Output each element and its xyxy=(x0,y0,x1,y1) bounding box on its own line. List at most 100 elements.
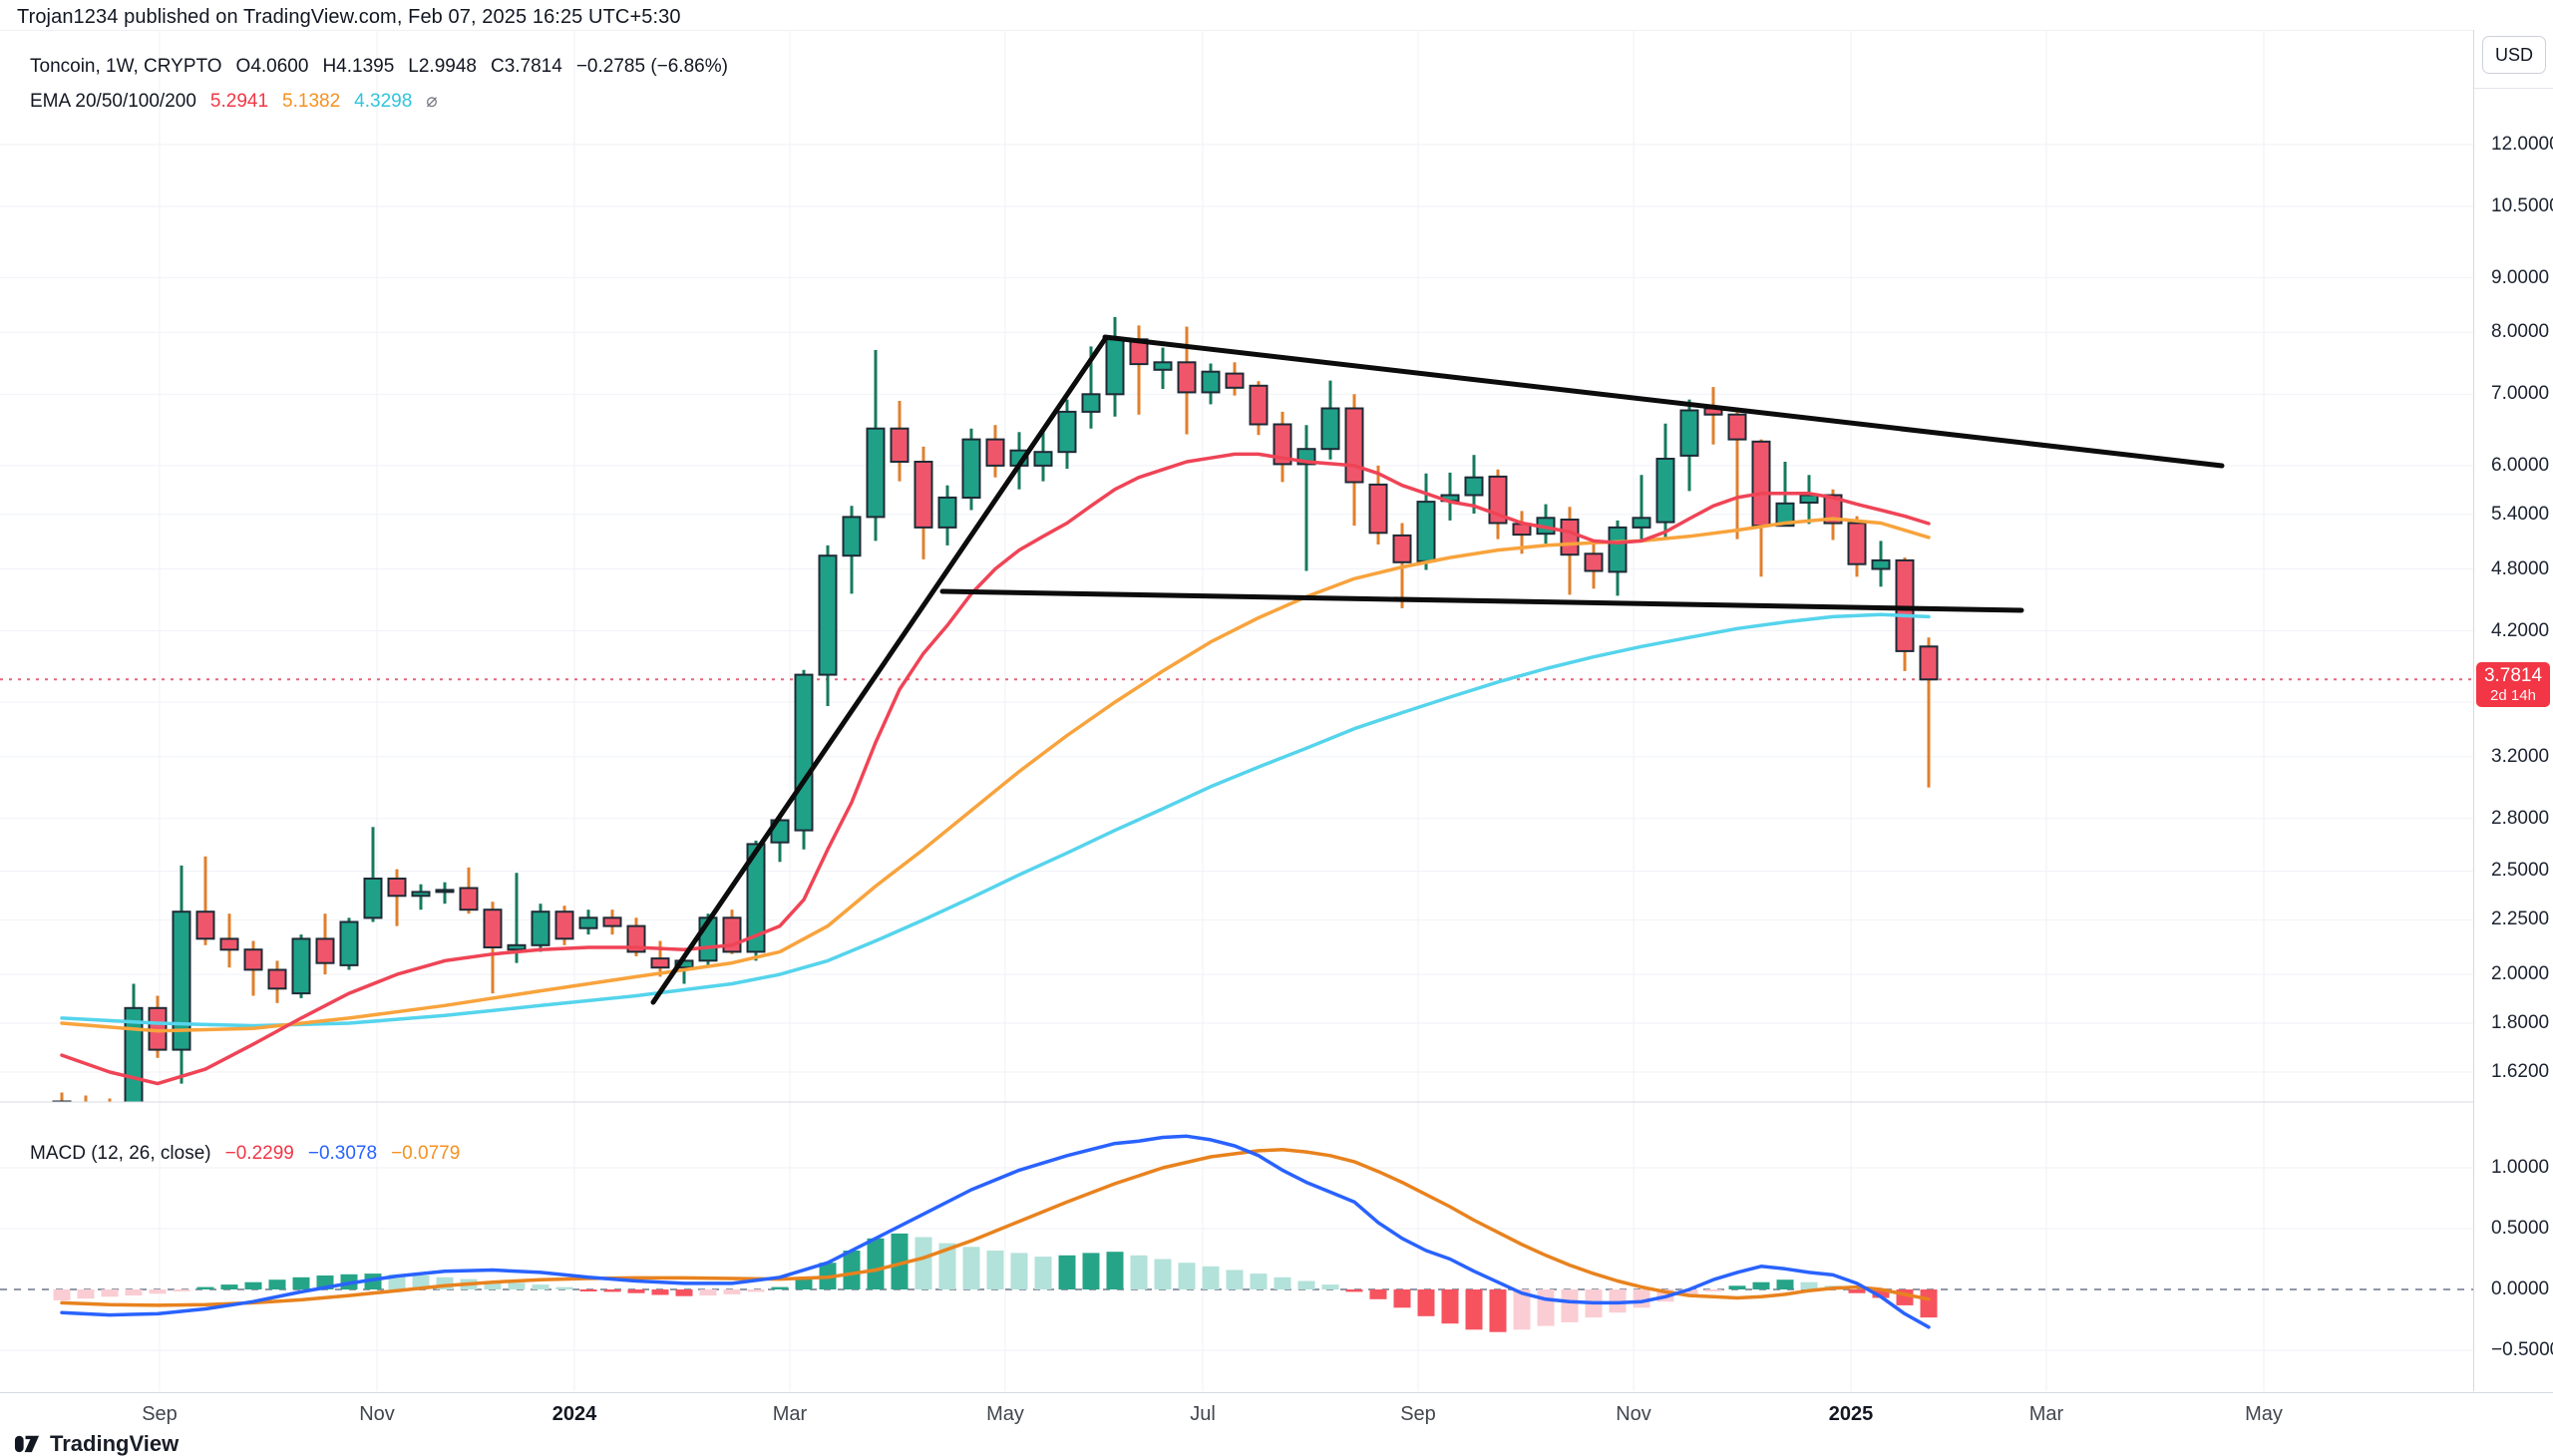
macd-histogram-bar xyxy=(1776,1279,1794,1289)
candle-body xyxy=(1632,517,1651,529)
candle-body xyxy=(435,889,455,894)
candle-body xyxy=(195,910,215,940)
macd-signal-value: −0.0779 xyxy=(391,1143,461,1164)
macd-panel xyxy=(0,1134,2473,1332)
change-value: −0.2785 (−6.86%) xyxy=(575,56,728,77)
tradingview-logo-icon xyxy=(14,1435,40,1453)
time-axis-label: 2024 xyxy=(551,1403,597,1425)
tradingview-branding[interactable]: TradingView xyxy=(14,1430,179,1456)
candle-body xyxy=(1225,372,1245,389)
macd-histogram-bar xyxy=(77,1289,95,1299)
macd-histogram-bar xyxy=(1106,1252,1124,1289)
candle-body xyxy=(363,878,383,919)
time-axis-label: May xyxy=(986,1403,1024,1425)
candle-body xyxy=(339,920,359,966)
macd-histogram-bar xyxy=(1489,1289,1507,1332)
macd-histogram-bar xyxy=(268,1279,286,1289)
macd-histogram-bar xyxy=(1752,1281,1770,1289)
time-axis[interactable]: Sep Nov 2024 Mar May Jul Sep Nov 2025 Mar May xyxy=(0,1392,2553,1429)
macd-histogram-bar xyxy=(1297,1280,1315,1289)
time-axis-label: Jul xyxy=(1190,1403,1216,1425)
price-tick-label: 2.2500 xyxy=(2491,909,2550,930)
descending-trendline xyxy=(1102,334,2225,469)
candle-body xyxy=(746,843,766,953)
candle-body xyxy=(578,916,598,929)
candle-body xyxy=(1416,501,1436,562)
ema-legend[interactable]: EMA 20/50/100/200 5.2941 5.1382 4.3298 ⌀ xyxy=(30,90,438,113)
candle-body xyxy=(102,1108,119,1111)
price-tick-label: 7.0000 xyxy=(2491,383,2550,405)
candle-body xyxy=(1608,526,1628,573)
macd-histogram-bar xyxy=(1250,1274,1268,1289)
price-axis[interactable]: USD 12.0000 10.5000 9.0000 8.0000 7.0000 6.00… xyxy=(2473,30,2553,1391)
candle-body xyxy=(1679,409,1699,457)
candle-body xyxy=(1153,361,1173,371)
candle-body xyxy=(890,427,910,464)
candle-body xyxy=(1919,645,1939,681)
macd-tick-label: −0.5000 xyxy=(2491,1339,2553,1360)
candle-body xyxy=(937,496,957,529)
macd-line-value: −0.3078 xyxy=(307,1143,378,1164)
macd-histogram-bar xyxy=(747,1289,765,1292)
macd-histogram-bar xyxy=(1321,1284,1339,1289)
candle-body xyxy=(315,937,335,964)
macd-histogram-bar xyxy=(1800,1281,1818,1289)
currency-tab[interactable]: USD xyxy=(2482,36,2546,74)
macd-tick-label: 1.0000 xyxy=(2491,1157,2550,1178)
symbol-legend[interactable]: Toncoin, 1W, CRYPTO O4.0600 H4.1395 L2.9… xyxy=(30,56,728,78)
time-axis-label: Sep xyxy=(1400,1403,1436,1425)
macd-histogram-bar xyxy=(1274,1276,1291,1289)
macd-histogram-bar xyxy=(125,1289,143,1296)
price-tick-label: 10.5000 xyxy=(2491,195,2553,216)
macd-histogram-bar xyxy=(532,1284,549,1289)
macd-label: MACD (12, 26, close) xyxy=(30,1143,211,1164)
candle-body xyxy=(961,438,981,500)
candle-body xyxy=(794,673,814,832)
last-price-value: 3.7814 xyxy=(2483,664,2543,686)
macd-signal-line xyxy=(60,1147,1931,1307)
macd-histogram-bar xyxy=(843,1251,861,1289)
ema200-empty-icon: ⌀ xyxy=(426,91,438,112)
price-panel xyxy=(0,316,2473,1111)
candles-layer xyxy=(52,316,1939,1111)
macd-histogram-bar xyxy=(1513,1289,1531,1330)
macd-histogram-bar xyxy=(1417,1289,1435,1316)
candle-body xyxy=(531,910,550,946)
time-axis-label: Nov xyxy=(359,1403,395,1425)
macd-line xyxy=(60,1134,1931,1329)
time-axis-label: Nov xyxy=(1616,1403,1651,1425)
ema50-line xyxy=(60,517,1931,1033)
candle-body xyxy=(1799,494,1819,504)
candle-body xyxy=(267,968,287,990)
ohlc-high: H4.1395 xyxy=(322,56,395,77)
macd-histogram-bar xyxy=(771,1286,789,1289)
candle-body xyxy=(1201,370,1221,394)
candle-body xyxy=(1105,338,1125,396)
macd-histogram-bar xyxy=(555,1286,573,1289)
ema100-line xyxy=(60,612,1931,1028)
time-axis-label: Sep xyxy=(142,1403,178,1425)
macd-histogram-bar xyxy=(1848,1289,1866,1293)
candle-body xyxy=(1464,476,1484,497)
candle-body xyxy=(1057,410,1077,454)
symbol-title: Toncoin, 1W, CRYPTO xyxy=(30,56,222,77)
candle-body xyxy=(78,1105,95,1111)
macd-histogram-bar xyxy=(1680,1289,1698,1296)
macd-histogram-bar xyxy=(1633,1289,1650,1308)
price-tick-label: 1.8000 xyxy=(2491,1012,2550,1034)
macd-histogram-bar xyxy=(1609,1289,1627,1313)
publish-header: Trojan1234 published on TradingView.com,… xyxy=(17,6,681,28)
macd-histogram-bar xyxy=(938,1243,956,1289)
macd-histogram-bar xyxy=(196,1286,214,1289)
macd-histogram-bar xyxy=(173,1289,190,1291)
candle-body xyxy=(1344,407,1364,484)
macd-histogram-bar xyxy=(1561,1289,1579,1322)
candle-body xyxy=(626,924,646,953)
ema20-value: 5.2941 xyxy=(209,91,269,112)
candle-body xyxy=(243,948,263,971)
candle-body xyxy=(1751,440,1771,528)
macd-histogram-bar xyxy=(101,1289,119,1297)
macd-legend[interactable]: MACD (12, 26, close) −0.2299 −0.3078 −0.… xyxy=(30,1143,460,1165)
price-tick-label: 4.2000 xyxy=(2491,619,2550,641)
